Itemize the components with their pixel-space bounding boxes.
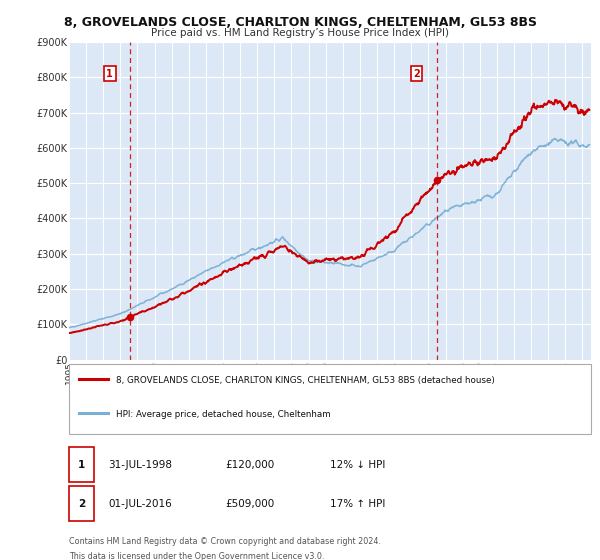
Text: 31-JUL-1998: 31-JUL-1998 [108,460,172,470]
Text: 01-JUL-2016: 01-JUL-2016 [108,499,172,509]
Text: 8, GROVELANDS CLOSE, CHARLTON KINGS, CHELTENHAM, GL53 8BS: 8, GROVELANDS CLOSE, CHARLTON KINGS, CHE… [64,16,536,29]
Text: Price paid vs. HM Land Registry’s House Price Index (HPI): Price paid vs. HM Land Registry’s House … [151,28,449,38]
Text: 2: 2 [413,69,420,79]
FancyBboxPatch shape [69,363,591,433]
FancyBboxPatch shape [69,486,94,521]
Text: 17% ↑ HPI: 17% ↑ HPI [330,499,385,509]
Text: £509,000: £509,000 [226,499,275,509]
Point [432,175,442,184]
Text: 1: 1 [78,460,85,470]
Text: 2: 2 [78,499,85,509]
Text: 12% ↓ HPI: 12% ↓ HPI [330,460,385,470]
Point [125,313,135,322]
Text: This data is licensed under the Open Government Licence v3.0.: This data is licensed under the Open Gov… [69,553,325,560]
Text: 1: 1 [106,69,113,79]
Text: HPI: Average price, detached house, Cheltenham: HPI: Average price, detached house, Chel… [116,410,331,419]
Text: 8, GROVELANDS CLOSE, CHARLTON KINGS, CHELTENHAM, GL53 8BS (detached house): 8, GROVELANDS CLOSE, CHARLTON KINGS, CHE… [116,376,495,385]
Text: Contains HM Land Registry data © Crown copyright and database right 2024.: Contains HM Land Registry data © Crown c… [69,537,381,546]
Text: £120,000: £120,000 [226,460,275,470]
FancyBboxPatch shape [69,447,94,482]
